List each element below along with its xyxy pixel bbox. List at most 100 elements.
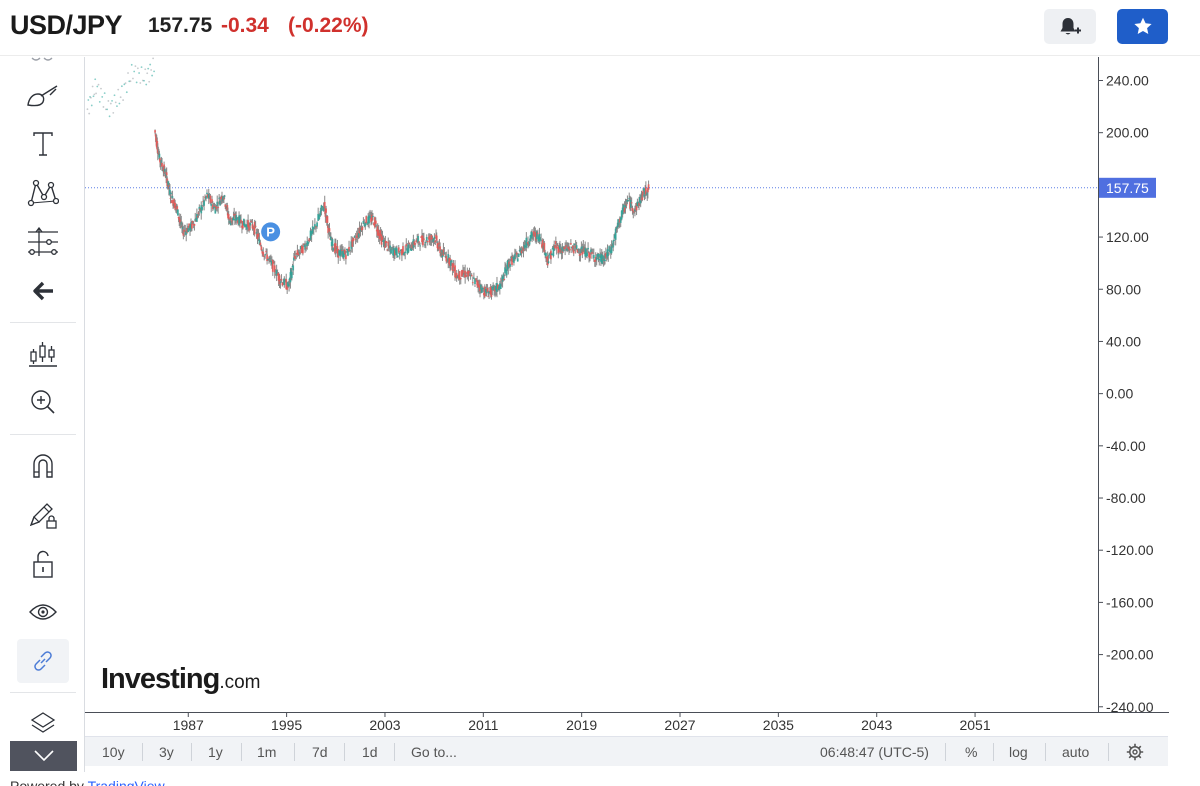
candle-body bbox=[300, 245, 303, 253]
candle-body bbox=[315, 226, 317, 228]
candle-body bbox=[379, 230, 382, 237]
add-to-watchlist-button[interactable] bbox=[1117, 9, 1168, 44]
early-data-point bbox=[152, 57, 155, 60]
candle-body bbox=[233, 213, 236, 216]
candle-body bbox=[347, 249, 349, 256]
candle-body bbox=[171, 196, 174, 198]
go-to-date-button[interactable]: Go to... bbox=[411, 744, 457, 760]
indicators-tool[interactable] bbox=[17, 332, 69, 376]
candle-body bbox=[479, 285, 481, 292]
hide-drawings-tool[interactable] bbox=[17, 590, 69, 634]
price-chart[interactable]: 240.00200.00160.00120.0080.0040.000.00-4… bbox=[85, 57, 1169, 736]
candle-body bbox=[212, 206, 215, 209]
candle-body bbox=[169, 197, 172, 199]
current-price-tag bbox=[1099, 177, 1156, 198]
object-tree-tool[interactable] bbox=[17, 702, 69, 746]
early-data-point bbox=[90, 96, 92, 99]
lock-drawing-tool[interactable] bbox=[17, 493, 69, 537]
candle-body bbox=[235, 215, 238, 221]
text-tool[interactable] bbox=[17, 122, 69, 166]
log-scale-toggle[interactable]: log bbox=[1009, 744, 1028, 760]
brush-tool[interactable] bbox=[17, 74, 69, 118]
timeframe-3y[interactable]: 3y bbox=[159, 744, 174, 760]
candle-body bbox=[264, 254, 267, 256]
timeframe-1y[interactable]: 1y bbox=[208, 744, 223, 760]
candle-body bbox=[278, 275, 281, 285]
candle-body bbox=[365, 216, 368, 224]
candle-body bbox=[408, 242, 411, 244]
candle-body bbox=[594, 257, 597, 262]
pattern-icon bbox=[27, 179, 59, 207]
powered-by-credit: Powered by TradingView bbox=[10, 778, 165, 786]
candle-body bbox=[172, 199, 175, 206]
early-data-point bbox=[118, 102, 121, 105]
early-data-point bbox=[93, 93, 96, 96]
candle-body bbox=[407, 244, 410, 253]
early-data-point bbox=[149, 63, 152, 66]
candle-body bbox=[331, 239, 334, 246]
candle-body bbox=[617, 219, 620, 227]
candle-body bbox=[243, 223, 246, 227]
candle-body bbox=[170, 200, 173, 204]
bottom-divider bbox=[294, 743, 295, 761]
tradingview-link[interactable]: TradingView bbox=[87, 778, 165, 786]
candle-body bbox=[624, 204, 627, 208]
candle-body bbox=[217, 207, 220, 209]
pattern-tool[interactable] bbox=[17, 170, 69, 214]
candle-body bbox=[478, 284, 480, 288]
unlock-tool[interactable] bbox=[17, 542, 69, 586]
settings-button[interactable] bbox=[1126, 743, 1144, 761]
y-tick-label: -240.00 bbox=[1106, 699, 1154, 715]
timeframe-7d[interactable]: 7d bbox=[312, 744, 328, 760]
candle-body bbox=[517, 254, 520, 258]
candle-body bbox=[631, 208, 634, 211]
link-tool[interactable] bbox=[17, 639, 69, 683]
candle-body bbox=[309, 230, 312, 240]
candle-body bbox=[165, 172, 168, 176]
chart-area[interactable]: 240.00200.00160.00120.0080.0040.000.00-4… bbox=[84, 57, 1169, 772]
symbol-title[interactable]: USD/JPY bbox=[10, 10, 123, 40]
timeframe-10y[interactable]: 10y bbox=[102, 744, 125, 760]
candle-body bbox=[166, 178, 169, 187]
candle-body bbox=[642, 190, 645, 195]
candle-body bbox=[502, 274, 505, 280]
candle-body bbox=[548, 253, 551, 255]
timeframe-1m[interactable]: 1m bbox=[257, 744, 277, 760]
early-data-point bbox=[130, 63, 133, 66]
candle-body bbox=[224, 204, 227, 207]
collapse-toolbar-button[interactable] bbox=[10, 741, 77, 771]
candle-body bbox=[472, 277, 475, 279]
early-data-point bbox=[96, 85, 99, 88]
percent-scale-toggle[interactable]: % bbox=[965, 744, 978, 760]
candle-body bbox=[327, 225, 330, 233]
candle-body bbox=[455, 272, 458, 279]
clock-timezone[interactable]: 06:48:47 (UTC-5) bbox=[820, 744, 929, 760]
early-data-point bbox=[98, 100, 101, 103]
back-tool[interactable] bbox=[17, 269, 69, 313]
candle-body bbox=[156, 141, 159, 150]
candle-body bbox=[554, 241, 557, 245]
candle-body bbox=[532, 231, 535, 236]
candle-body bbox=[626, 200, 629, 202]
candle-body bbox=[642, 188, 645, 191]
add-alert-button[interactable] bbox=[1044, 9, 1096, 44]
candle-body bbox=[587, 247, 589, 250]
measure-tool[interactable] bbox=[17, 220, 69, 264]
candle-body bbox=[447, 254, 450, 262]
candle-body bbox=[465, 274, 468, 277]
candle-body bbox=[374, 220, 377, 225]
candle-body bbox=[416, 238, 419, 240]
candle-body bbox=[509, 263, 511, 267]
timeframe-1d[interactable]: 1d bbox=[362, 744, 378, 760]
candle-body bbox=[559, 245, 561, 250]
candle-body bbox=[434, 240, 437, 243]
magnet-tool[interactable] bbox=[17, 443, 69, 487]
back-arrow-icon bbox=[33, 281, 53, 301]
candle-body bbox=[222, 196, 224, 201]
auto-scale-toggle[interactable]: auto bbox=[1062, 744, 1090, 760]
candle-body bbox=[233, 219, 236, 221]
candle-body bbox=[420, 236, 422, 238]
zoom-in-tool[interactable] bbox=[17, 380, 69, 424]
candle-body bbox=[345, 248, 348, 250]
candle-body bbox=[252, 227, 255, 230]
